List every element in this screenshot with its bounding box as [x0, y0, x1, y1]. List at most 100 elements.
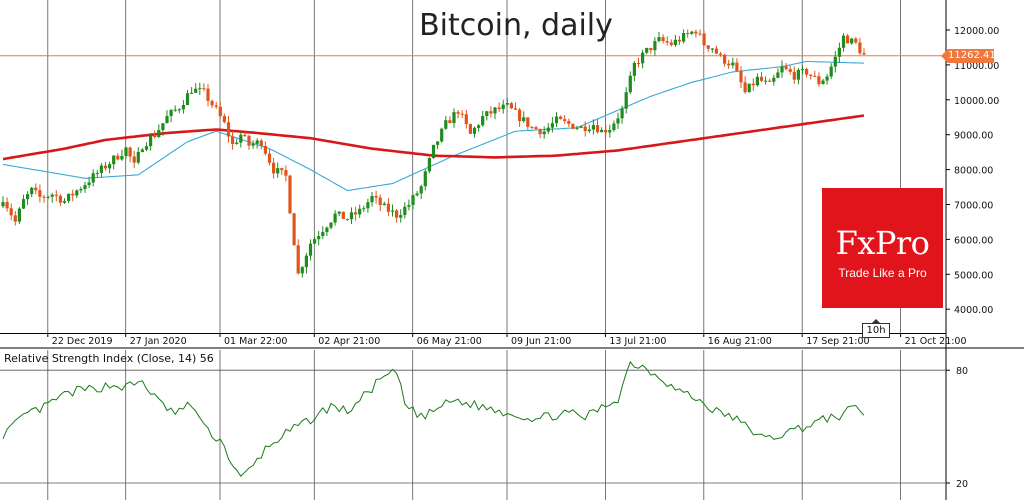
candle-up [800, 69, 805, 71]
price-label: 12000.00 [954, 26, 999, 37]
candle-up [796, 69, 800, 80]
candle-up [382, 203, 386, 206]
candle-down [345, 218, 349, 220]
candle-down [563, 119, 567, 122]
candle-down [247, 135, 251, 146]
candle-up [452, 112, 456, 124]
candle-up [399, 215, 403, 218]
candle-up [144, 146, 149, 150]
candle-up [403, 206, 407, 216]
candle-up [837, 47, 841, 57]
candle-down [280, 168, 284, 171]
candle-up [632, 62, 636, 76]
candle-down [448, 120, 452, 124]
price-label: 11000.00 [954, 61, 999, 72]
candle-up [169, 110, 173, 117]
candle-up [710, 48, 714, 50]
time-label: 27 Jan 2020 [130, 336, 187, 347]
candle-up [337, 211, 341, 214]
time-label: 09 Jun 21:00 [511, 336, 571, 347]
candle-up [390, 210, 395, 212]
rsi-grid [0, 350, 946, 500]
logo-brand: FxPro [835, 224, 930, 262]
candle-up [95, 172, 99, 174]
candle-down [669, 42, 673, 46]
candle-up [431, 144, 436, 159]
candle-down [567, 121, 571, 124]
candle-up [321, 232, 325, 237]
candle-down [661, 37, 665, 42]
candle-up [91, 173, 95, 183]
candle-up [427, 158, 431, 172]
candle-up [608, 129, 612, 133]
candle-up [505, 103, 509, 105]
rsi-axis: 80 20 [946, 366, 968, 490]
candle-down [128, 147, 132, 157]
candle-down [735, 62, 739, 71]
candle-up [833, 56, 837, 67]
candle-down [42, 196, 46, 198]
candle-down [497, 107, 501, 110]
candle-up [591, 125, 595, 130]
candle-up [333, 213, 337, 223]
candle-down [530, 126, 534, 128]
candle-up [26, 194, 30, 200]
candle-down [288, 175, 292, 214]
candle-down [456, 112, 460, 114]
candle-down [132, 156, 136, 163]
candle-down [103, 165, 108, 169]
rsi-title: Relative Strength Index (Close, 14) 56 [4, 352, 214, 365]
candle-up [17, 208, 21, 222]
candle-up [825, 76, 829, 81]
candle-down [292, 213, 296, 246]
candle-down [263, 145, 267, 154]
candle-up [485, 111, 489, 117]
candle-down [526, 117, 530, 127]
candle-down [202, 88, 206, 90]
candle-down [727, 63, 731, 66]
candle-down [54, 194, 58, 196]
candle-up [755, 76, 759, 86]
candle-down [206, 88, 210, 101]
candle-up [620, 108, 624, 119]
candles [1, 29, 866, 278]
rsi-line [2, 360, 865, 477]
candle-up [821, 80, 825, 85]
candle-up [255, 140, 259, 144]
price-label: 8000.00 [954, 166, 993, 177]
candle-up [641, 52, 645, 64]
candle-down [243, 134, 247, 136]
candle-up [682, 33, 686, 42]
candle-up [764, 80, 768, 82]
candle-up [436, 141, 440, 145]
candle-down [595, 125, 600, 133]
candle-up [194, 88, 198, 93]
candle-down [813, 75, 817, 77]
candle-up [62, 200, 67, 203]
candle-up [308, 243, 313, 256]
candle-up [190, 92, 194, 94]
candle-up [21, 199, 26, 209]
price-axis: 12000.00 11000.00 10000.00 9000.00 8000.00 70… [946, 26, 999, 316]
moving-averages [2, 60, 865, 192]
candle-down [706, 45, 710, 49]
price-label: 10000.00 [954, 96, 999, 107]
candle-down [518, 109, 522, 122]
candle-down [677, 39, 682, 42]
candle-down [513, 108, 518, 110]
candle-up [198, 88, 202, 90]
candle-down [272, 162, 276, 174]
candle-down [559, 116, 563, 120]
candle-up [366, 202, 370, 209]
candle-up [829, 66, 833, 77]
candle-down [698, 33, 702, 35]
candle-up [87, 182, 91, 186]
candle-up [772, 77, 776, 82]
candle-up [317, 236, 321, 240]
candle-down [862, 53, 866, 55]
rsi-level-label: 80 [956, 366, 968, 377]
candle-up [46, 196, 50, 198]
candle-down [751, 83, 755, 86]
candle-up [99, 165, 103, 173]
candle-up [472, 127, 477, 134]
